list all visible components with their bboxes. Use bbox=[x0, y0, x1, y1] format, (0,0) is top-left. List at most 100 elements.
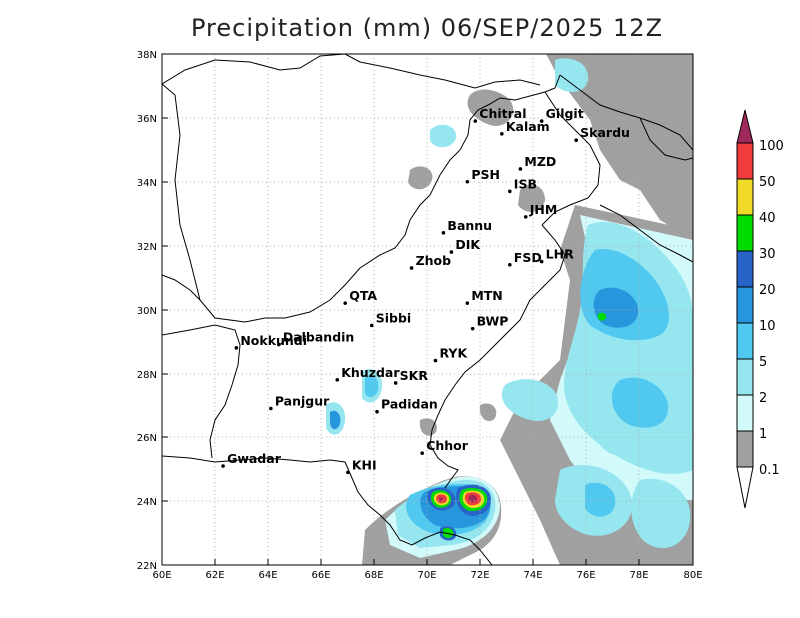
colorbar-label: 50 bbox=[759, 175, 776, 190]
city-label: Chhor bbox=[426, 438, 469, 453]
city-label: SKR bbox=[400, 368, 429, 383]
x-tick-label: 70E bbox=[417, 570, 436, 581]
city-marker bbox=[539, 119, 544, 123]
city-marker bbox=[465, 179, 470, 184]
city-marker bbox=[508, 189, 512, 194]
city-label: Panjgur bbox=[275, 394, 330, 409]
x-tick-label: 64E bbox=[258, 570, 277, 581]
city-label: LHR bbox=[546, 247, 574, 262]
city-label: Sibbi bbox=[376, 310, 411, 325]
colorbar-swatch bbox=[736, 322, 754, 360]
city-marker bbox=[420, 451, 424, 456]
city-label: Khuzdar bbox=[341, 365, 400, 380]
city-marker bbox=[500, 132, 504, 136]
coastline bbox=[162, 455, 493, 565]
india-nepal-border bbox=[599, 204, 693, 263]
colorbar-swatch bbox=[736, 394, 754, 432]
grid-lines bbox=[162, 54, 693, 565]
city-marker bbox=[449, 250, 454, 254]
city-marker bbox=[346, 470, 350, 475]
city-label: JHM bbox=[529, 202, 558, 217]
city-marker bbox=[508, 262, 512, 267]
city-label: Bannu bbox=[447, 218, 492, 233]
pakistan-afghanistan-border bbox=[162, 74, 561, 323]
india-china-border bbox=[639, 117, 693, 161]
colorbar: 100 50 40 30 20 10 5 2 1 0.1 bbox=[736, 109, 784, 509]
city-label: Kalam bbox=[506, 119, 550, 134]
x-tick-label: 62E bbox=[205, 570, 224, 581]
y-tick-label: 26N bbox=[137, 433, 157, 444]
map-title: Precipitation (mm) 06/SEP/2025 12Z bbox=[190, 14, 664, 42]
colorbar-swatch bbox=[736, 250, 754, 288]
city-label: KHI bbox=[352, 457, 377, 472]
city-label: Skardu bbox=[580, 125, 630, 140]
colorbar-swatch bbox=[736, 142, 754, 180]
city-marker bbox=[409, 266, 414, 270]
city-label: ISB bbox=[514, 176, 537, 191]
city-label: Gwadar bbox=[227, 451, 282, 466]
city-marker bbox=[574, 138, 578, 143]
x-tick-label: 80E bbox=[683, 570, 702, 581]
city-marker bbox=[470, 326, 475, 331]
city-label: PSH bbox=[471, 167, 500, 182]
colorbar-label: 100 bbox=[759, 139, 784, 154]
pakistan-india-border bbox=[429, 224, 566, 489]
x-tick-label: 76E bbox=[576, 570, 595, 581]
colorbar-label: 30 bbox=[759, 247, 776, 262]
colorbar-swatch bbox=[736, 178, 754, 216]
afghanistan-north-border bbox=[162, 54, 346, 85]
afghanistan-internal-border bbox=[344, 54, 541, 89]
city-marker bbox=[277, 342, 281, 347]
city-label: FSD bbox=[514, 250, 542, 265]
city-marker bbox=[375, 409, 379, 414]
city-label: Chitral bbox=[479, 106, 526, 121]
x-axis-labels: 60E 62E 64E 66E 68E 70E 72E 74E 76E 78E … bbox=[152, 570, 702, 581]
city-label: RYK bbox=[439, 346, 468, 361]
y-tick-label: 24N bbox=[137, 497, 157, 508]
city-marker bbox=[393, 381, 398, 385]
kashmir-border bbox=[541, 91, 601, 226]
city-label: MZD bbox=[524, 154, 556, 169]
city-marker bbox=[523, 215, 528, 219]
colorbar-top-arrow bbox=[736, 109, 754, 144]
colorbar-label: 1 bbox=[759, 427, 767, 442]
city-marker bbox=[465, 301, 470, 305]
country-borders bbox=[162, 54, 693, 565]
colorbar-label: 0.1 bbox=[759, 463, 780, 478]
city-label: Padidan bbox=[381, 397, 438, 412]
colorbar-label: 10 bbox=[759, 319, 776, 334]
city-label: MTN bbox=[471, 288, 502, 303]
colorbar-label: 40 bbox=[759, 211, 776, 226]
x-tick-label: 66E bbox=[311, 570, 330, 581]
city-label: BWP bbox=[477, 314, 509, 329]
city-label: Nokkundi bbox=[240, 333, 307, 348]
axis-ticks bbox=[162, 117, 640, 565]
iran-afghanistan-border bbox=[162, 274, 201, 301]
x-tick-label: 74E bbox=[523, 570, 542, 581]
china-border bbox=[559, 74, 693, 151]
x-tick-label: 72E bbox=[470, 570, 489, 581]
city-marker bbox=[369, 323, 374, 328]
colorbar-swatch bbox=[736, 286, 754, 324]
city-marker bbox=[539, 259, 544, 264]
colorbar-label: 5 bbox=[759, 355, 767, 370]
colorbar-swatch bbox=[736, 430, 754, 468]
pakistan-iran-border bbox=[162, 324, 241, 459]
city-label: QTA bbox=[349, 288, 377, 303]
y-tick-label: 32N bbox=[137, 242, 157, 253]
y-tick-label: 38N bbox=[137, 50, 157, 61]
city-label: Zhob bbox=[416, 253, 452, 268]
city-marker bbox=[518, 167, 523, 171]
y-tick-label: 36N bbox=[137, 114, 157, 125]
colorbar-swatch bbox=[736, 214, 754, 252]
y-tick-label: 30N bbox=[137, 306, 157, 317]
x-tick-label: 68E bbox=[364, 570, 383, 581]
city-marker bbox=[234, 346, 239, 350]
y-tick-label: 22N bbox=[137, 561, 157, 572]
city-marker bbox=[441, 231, 446, 235]
colorbar-label: 2 bbox=[759, 391, 767, 406]
precip-over-100-areas bbox=[439, 494, 477, 503]
y-tick-label: 28N bbox=[137, 370, 157, 381]
x-tick-label: 78E bbox=[629, 570, 648, 581]
